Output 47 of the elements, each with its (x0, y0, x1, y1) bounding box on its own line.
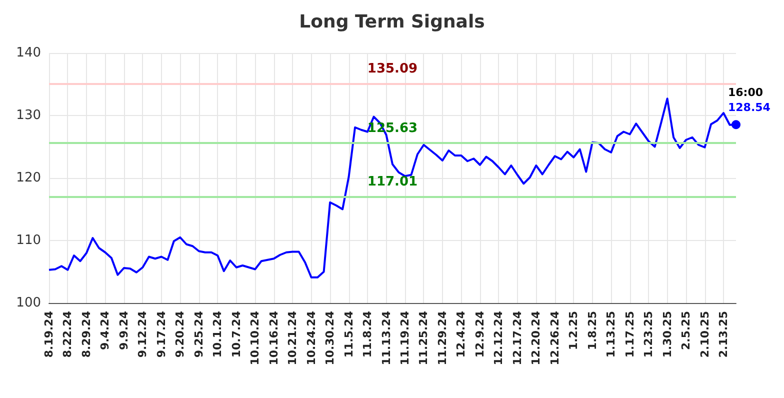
x-tick-label: 8.22.24 (61, 310, 74, 358)
x-tick-label: 1.30.25 (660, 311, 674, 358)
x-tick-label: 1.2.25 (567, 311, 580, 350)
x-tick-label: 10.21.24 (286, 310, 300, 366)
x-tick-label: 2.10.25 (698, 311, 712, 358)
x-tick-label: 1.8.25 (586, 311, 599, 350)
x-tick-label: 12.12.24 (492, 310, 506, 366)
x-tick-label: 10.24.24 (304, 310, 318, 366)
x-tick-label: 12.17.24 (510, 310, 524, 366)
x-tick-label: 8.19.24 (42, 310, 56, 358)
annotation: 16:00 (728, 86, 764, 100)
x-tick-label: 9.4.24 (98, 310, 112, 350)
ref-line-label: 135.09 (367, 62, 418, 77)
y-tick-label: 130 (16, 108, 41, 123)
x-tick-label: 2.5.25 (680, 311, 693, 350)
x-tick-label: 1.17.25 (623, 311, 636, 358)
x-tick-label: 11.5.24 (342, 310, 356, 358)
x-tick-label: 8.29.24 (80, 310, 93, 358)
x-tick-label: 12.4.24 (454, 310, 468, 358)
x-tick-label: 9.20.24 (174, 310, 187, 358)
x-tick-label: 10.10.24 (248, 310, 262, 366)
x-tick-label: 11.29.24 (436, 310, 449, 366)
x-tick-label: 9.25.24 (192, 310, 206, 358)
x-tick-label: 2.13.25 (717, 311, 730, 358)
x-tick-label: 9.9.24 (117, 310, 130, 350)
x-tick-label: 11.8.24 (361, 310, 374, 358)
y-tick-label: 110 (16, 233, 41, 248)
x-tick-label: 10.30.24 (324, 310, 337, 366)
x-tick-label: 10.1.24 (211, 310, 224, 358)
x-tick-label: 1.23.25 (642, 311, 656, 358)
x-tick-label: 10.16.24 (267, 310, 280, 366)
y-tick-label: 120 (16, 170, 41, 186)
x-tick-label: 9.17.24 (154, 310, 168, 358)
y-tick-label: 140 (16, 46, 41, 60)
chart-title: Long Term Signals (299, 12, 485, 32)
x-tick-label: 1.13.25 (604, 311, 618, 358)
x-tick-label: 10.7.24 (230, 310, 243, 358)
x-tick-label: 11.13.24 (380, 310, 393, 366)
x-tick-label: 12.26.24 (548, 310, 562, 366)
y-tick-label: 100 (16, 296, 41, 310)
x-tick-label: 11.25.24 (417, 310, 430, 366)
ref-line-label: 117.01 (367, 174, 418, 190)
x-tick-label: 12.20.24 (530, 310, 543, 366)
x-tick-label: 12.9.24 (473, 310, 486, 358)
x-tick-label: 9.12.24 (136, 310, 150, 358)
data-label: 128.54 (728, 101, 771, 114)
x-tick-label: 11.19.24 (398, 310, 412, 366)
